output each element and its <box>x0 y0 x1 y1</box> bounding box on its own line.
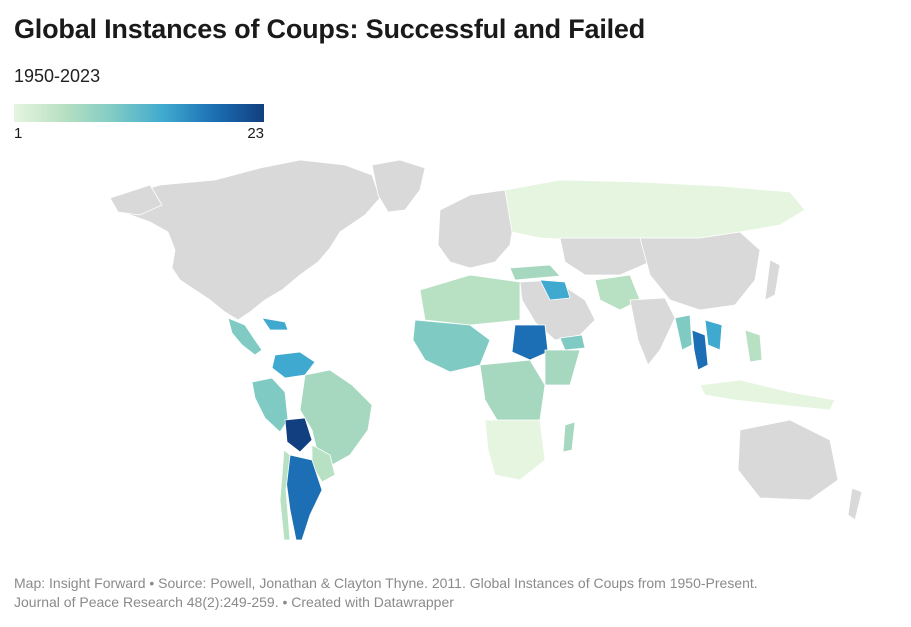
region-india[interactable] <box>629 297 676 366</box>
region-north-america[interactable] <box>111 159 381 321</box>
region-venezuela[interactable] <box>271 351 316 379</box>
world-map <box>109 159 863 541</box>
region-bolivia[interactable] <box>284 417 313 453</box>
chart-subtitle: 1950-2023 <box>14 66 101 86</box>
legend-gradient-bar <box>14 104 264 122</box>
region-syria-iraq[interactable] <box>539 279 571 301</box>
region-japan[interactable] <box>764 259 781 301</box>
region-yemen[interactable] <box>559 334 586 351</box>
region-indonesia[interactable] <box>699 379 836 411</box>
footer-line-2: Journal of Peace Research 48(2):249-259.… <box>14 594 454 610</box>
region-new-zealand[interactable] <box>847 487 863 521</box>
chart-title: Global Instances of Coups: Successful an… <box>14 14 646 44</box>
region-myanmar[interactable] <box>674 314 693 351</box>
region-brazil[interactable] <box>299 369 373 466</box>
legend-labels: 1 23 <box>14 125 264 145</box>
region-argentina[interactable] <box>285 454 323 541</box>
region-philippines[interactable] <box>744 329 763 363</box>
region-europe[interactable] <box>437 189 516 269</box>
region-australia[interactable] <box>737 419 839 501</box>
region-turkey[interactable] <box>509 264 561 281</box>
region-greenland[interactable] <box>371 159 426 213</box>
footer-credits: Map: Insight Forward • Source: Powell, J… <box>14 574 894 612</box>
legend-max-label: 23 <box>247 125 264 142</box>
region-sudan[interactable] <box>511 324 549 361</box>
region-west-africa[interactable] <box>412 319 491 373</box>
region-north-africa[interactable] <box>419 274 521 326</box>
region-afghanistan-pakistan[interactable] <box>594 274 641 311</box>
region-madagascar[interactable] <box>562 421 576 453</box>
region-central-asia[interactable] <box>559 237 651 276</box>
region-russia[interactable] <box>504 179 806 241</box>
region-china-mongolia[interactable] <box>639 231 761 311</box>
region-alaska[interactable] <box>109 184 163 216</box>
region-peru-ecuador[interactable] <box>251 377 289 433</box>
region-central-africa[interactable] <box>479 359 546 426</box>
region-southern-africa[interactable] <box>484 419 546 481</box>
region-central-america[interactable] <box>227 317 263 356</box>
region-chile[interactable] <box>279 449 291 541</box>
region-caribbean[interactable] <box>261 317 289 331</box>
color-legend: 1 23 <box>14 104 264 145</box>
footer-line-1: Map: Insight Forward • Source: Powell, J… <box>14 575 758 591</box>
legend-min-label: 1 <box>14 125 23 142</box>
region-laos-vietnam[interactable] <box>704 319 723 351</box>
region-thailand[interactable] <box>691 329 709 371</box>
region-horn-of-africa[interactable] <box>544 349 581 386</box>
